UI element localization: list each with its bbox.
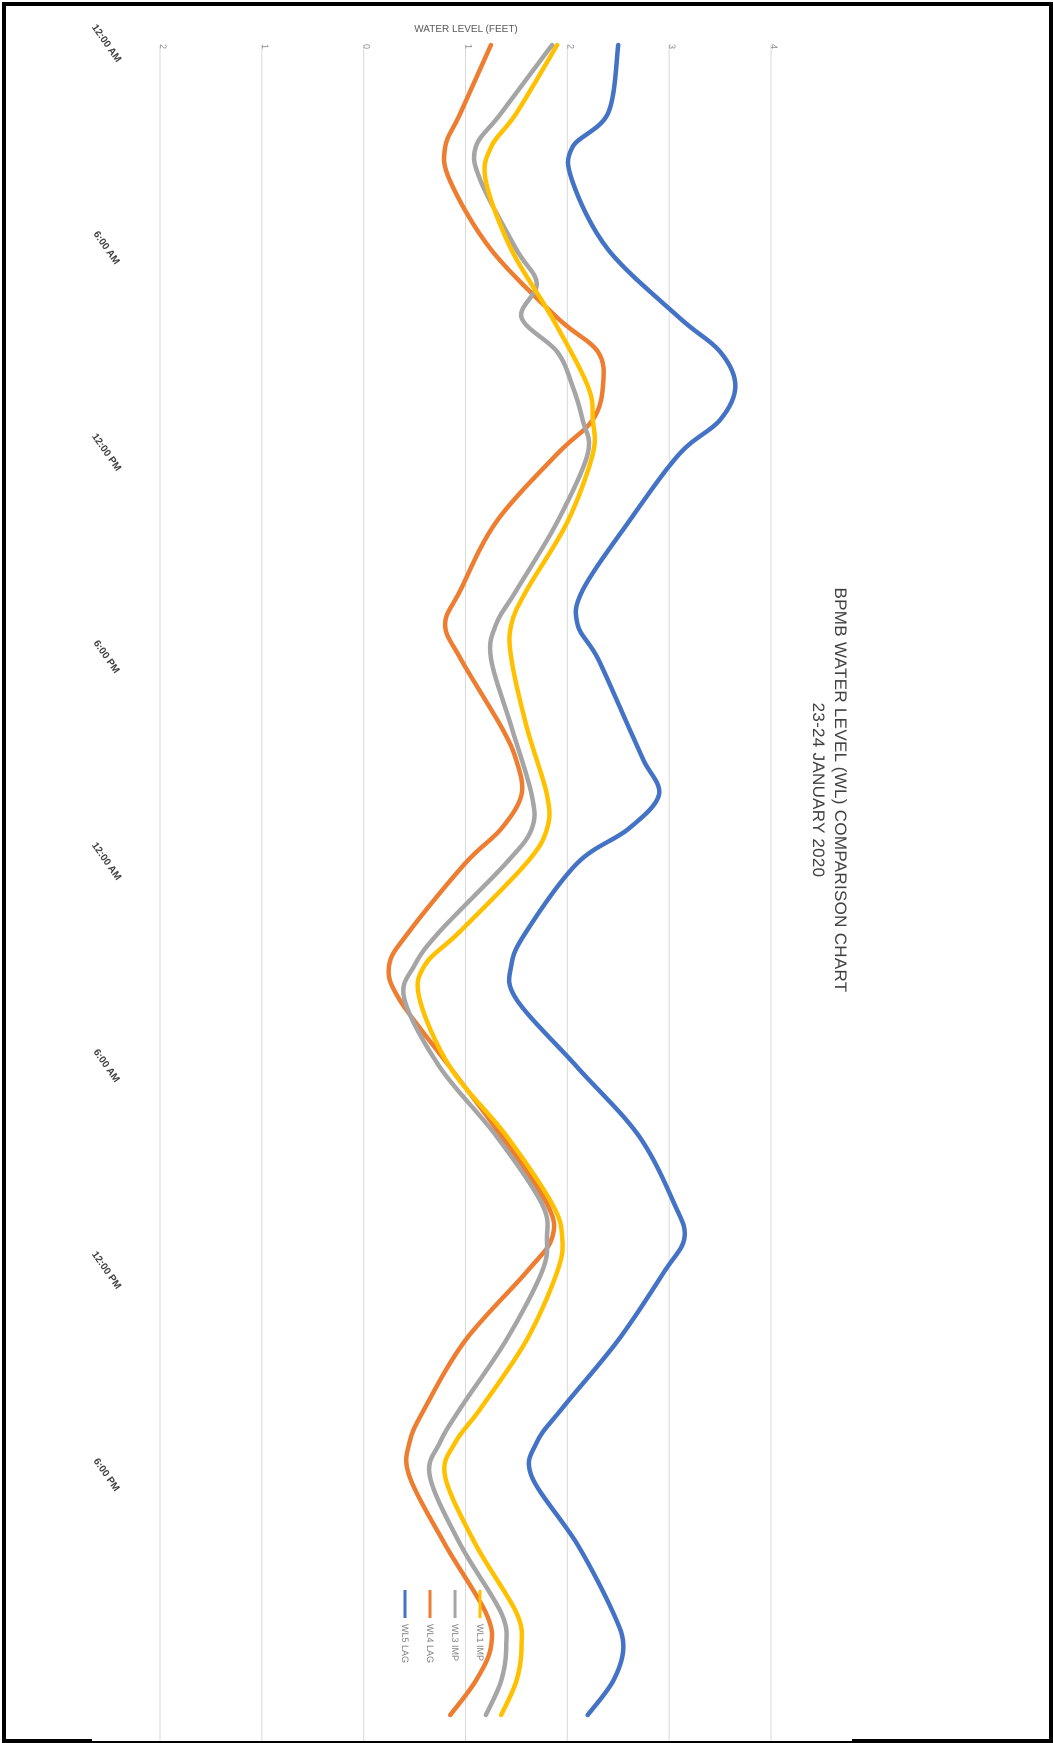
y-tick-label: 3	[667, 44, 677, 49]
series-line-wl1-imp	[415, 42, 598, 1718]
y-axis-label: WATER LEVEL (FEET)	[414, 24, 518, 35]
y-axis-ticks: 2 1 0 1 2 3 4	[158, 44, 779, 49]
legend: WL1 IMP WL3 IMP WL4 LAG WL5 LAG	[400, 1590, 485, 1663]
series-lines	[386, 42, 738, 1718]
y-tick-label: 0	[362, 44, 372, 49]
chart-title: BPMB WATER LEVEL (WL) COMPARISON CHART	[831, 588, 850, 993]
legend-label: WL4 LAG	[425, 1624, 435, 1663]
y-tick-label: 1	[260, 44, 270, 49]
series-line-wl4-lag	[386, 42, 606, 1718]
chart-title-group: BPMB WATER LEVEL (WL) COMPARISON CHART 2…	[809, 588, 850, 993]
series-line-wl5-lag	[506, 42, 738, 1718]
legend-label: WL3 IMP	[450, 1624, 460, 1661]
y-tick-label: 2	[565, 44, 575, 49]
y-tick-label: 4	[769, 44, 779, 49]
series-line-wl3-imp	[401, 42, 592, 1718]
y-tick-label: 1	[464, 44, 474, 49]
legend-label: WL5 LAG	[400, 1624, 410, 1663]
chart-subtitle: 23-24 JANUARY 2020	[809, 703, 828, 878]
plot-area	[92, 30, 852, 1741]
y-tick-label: 2	[158, 44, 168, 49]
legend-label: WL1 IMP	[475, 1624, 485, 1661]
